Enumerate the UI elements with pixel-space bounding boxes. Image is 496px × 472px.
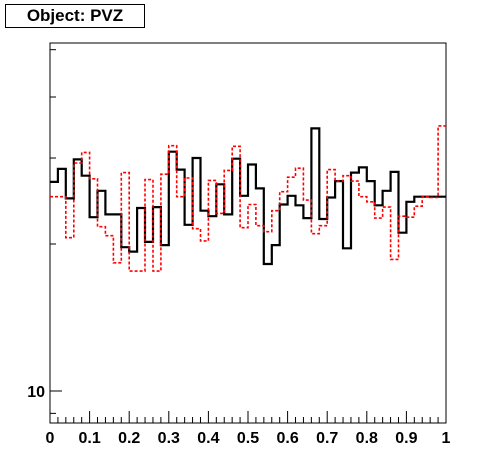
x-tick-label: 0.9 — [395, 430, 417, 447]
x-tick-label: 0.1 — [78, 430, 100, 447]
x-tick-label: 0.2 — [118, 430, 140, 447]
chart-title: Object: PVZ — [5, 4, 145, 28]
series-1-histogram — [50, 127, 446, 266]
plot-frame — [49, 42, 447, 424]
x-tick-label: 0.4 — [197, 430, 219, 447]
y-tick-label: 10 — [27, 384, 45, 401]
x-tick-label: 0.5 — [237, 430, 259, 447]
x-tick-label: 0.3 — [158, 430, 180, 447]
x-tick-label: 0 — [46, 430, 55, 447]
x-tick-label: 0.6 — [276, 430, 298, 447]
x-tick-label: 0.7 — [316, 430, 338, 447]
x-tick-label: 1 — [442, 430, 451, 447]
series-2-histogram — [50, 125, 446, 272]
x-tick-label: 0.8 — [356, 430, 378, 447]
